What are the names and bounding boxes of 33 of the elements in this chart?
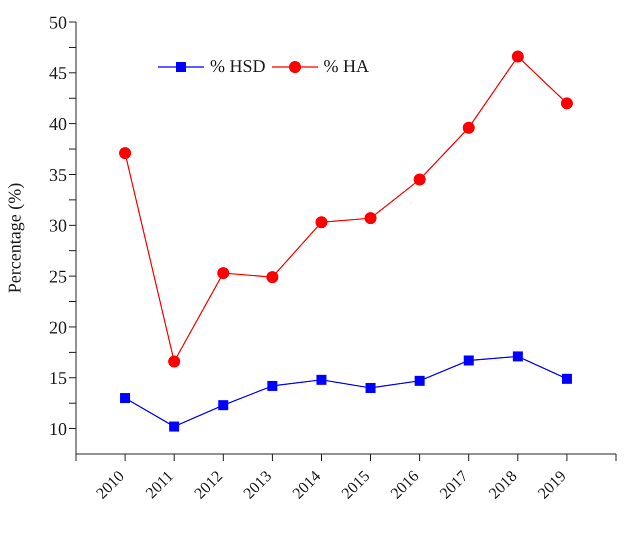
point (464, 355, 474, 366)
y-axis-title: Percentage (%) (4, 182, 24, 294)
y-tick-label: 15 (49, 368, 67, 388)
point (217, 267, 230, 280)
point (560, 97, 573, 110)
y-tick-label: 35 (49, 164, 67, 185)
point (168, 356, 180, 368)
point (414, 174, 426, 186)
x-tick-label: 2011 (142, 468, 178, 502)
y-tick-label: 25 (49, 266, 67, 287)
point (364, 212, 377, 224)
point (120, 393, 130, 404)
point (512, 50, 524, 63)
point (512, 351, 523, 362)
legend-label: % HSD (210, 56, 266, 77)
y-tick-label: 40 (49, 114, 67, 134)
point (316, 374, 326, 385)
point (562, 374, 572, 384)
point (169, 422, 180, 432)
y-tick-label: 10 (49, 418, 67, 439)
point (366, 382, 376, 393)
legend-label: % HA (324, 56, 370, 77)
y-tick-label: 45 (49, 63, 67, 84)
y-tick-label: 20 (49, 317, 67, 338)
point (462, 122, 475, 134)
point (267, 380, 278, 391)
y-tick-label: 30 (49, 216, 67, 236)
point (119, 147, 132, 160)
point (218, 400, 228, 410)
point (414, 376, 425, 386)
point (315, 216, 328, 228)
y-tick-label: 50 (49, 12, 67, 32)
point (266, 271, 278, 284)
